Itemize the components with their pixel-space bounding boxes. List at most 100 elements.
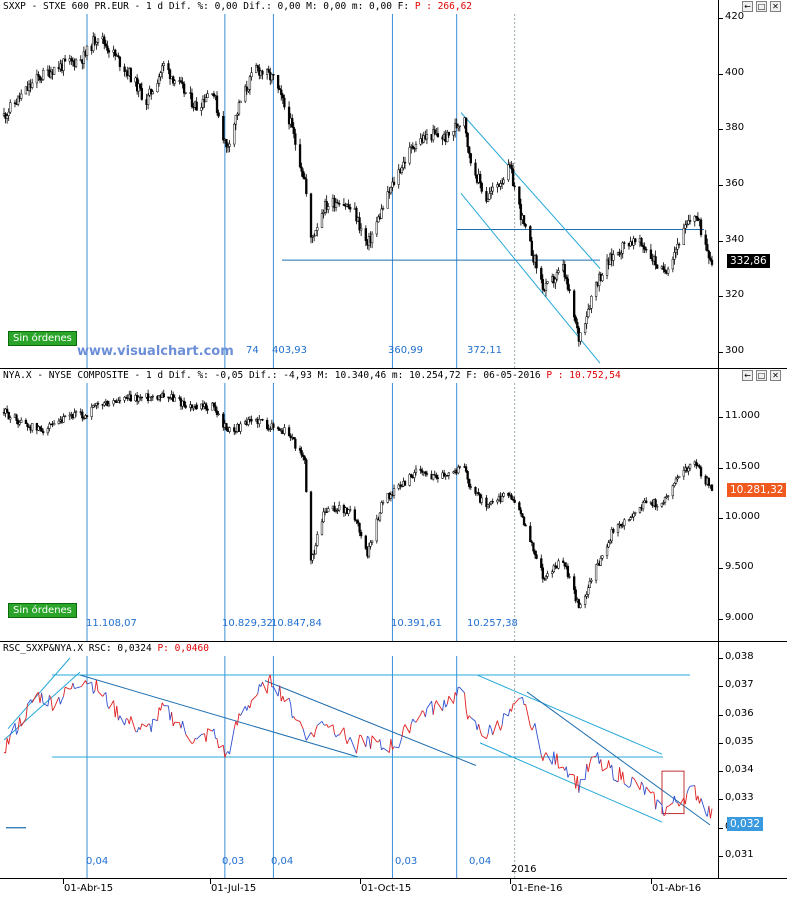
candle-body [321, 522, 323, 535]
rsc-line-segment [192, 743, 194, 744]
candle-body [393, 182, 395, 184]
candle-body [595, 565, 597, 580]
rsc-line-segment [251, 696, 256, 701]
rsc-line-segment [206, 729, 208, 742]
candle-body [183, 84, 185, 93]
rsc-line-segment [590, 757, 592, 763]
candle-body [323, 512, 325, 522]
candle-body [196, 405, 198, 409]
date-label: 01-Jul-15 [211, 883, 256, 894]
rsc-line-segment [230, 728, 235, 754]
y-tick-mark [719, 715, 723, 716]
candle-body [497, 500, 499, 502]
candle-body [163, 63, 165, 65]
rsc-line-segment [237, 714, 239, 726]
chart-sxxp[interactable] [0, 0, 787, 368]
candle-body [551, 572, 553, 574]
candle-body [459, 466, 461, 467]
candle-body [215, 406, 217, 411]
rsc-line-segment [347, 740, 349, 744]
candle-body [520, 510, 522, 514]
candle-body [645, 501, 647, 503]
candle-body [96, 42, 98, 44]
rsc-line-segment [324, 724, 326, 725]
candle-body [114, 50, 116, 56]
candle-body [238, 103, 240, 114]
rsc-line-segment [609, 760, 611, 768]
candle-body [457, 467, 459, 473]
candle-body [426, 474, 428, 475]
rsc-line-segment [624, 784, 629, 788]
sin-ordenes-button[interactable]: Sin órdenes [8, 603, 77, 618]
marker-label: 403,93 [272, 345, 307, 356]
candle-body [305, 179, 307, 194]
candle-body [465, 467, 467, 472]
candle-body [97, 39, 99, 42]
candle-body [233, 124, 235, 144]
marker-label: 0,04 [469, 856, 491, 867]
candle-body [226, 139, 228, 147]
rsc-line-segment [158, 708, 160, 721]
rsc-line-segment [381, 748, 383, 750]
candle-body [229, 144, 231, 146]
rsc-line-segment [190, 742, 192, 744]
candle-body [130, 395, 132, 401]
rsc-line-segment [400, 737, 402, 743]
candle-body [74, 413, 76, 418]
rsc-line-segment [95, 680, 97, 691]
y-tick-mark [719, 74, 723, 75]
rsc-line-segment [454, 692, 456, 703]
candle-body [514, 500, 516, 503]
rsc-line-segment [427, 701, 432, 708]
candle-body [672, 259, 674, 269]
rsc-line-segment [241, 706, 246, 715]
candle-body [410, 475, 412, 477]
marker-label: 0,04 [271, 856, 293, 867]
rsc-line-segment [522, 697, 524, 705]
candle-body [139, 84, 141, 89]
rsc-line-segment [421, 711, 423, 715]
y-tick-mark [719, 799, 723, 800]
candle-body [205, 404, 207, 409]
candle-body [404, 481, 406, 485]
rsc-line-segment [422, 711, 424, 713]
candle-body [678, 244, 680, 245]
candle-body [376, 519, 378, 541]
candle-body [158, 77, 160, 84]
candle-body [708, 478, 710, 485]
candle-body [273, 74, 275, 75]
rsc-line-segment [314, 730, 316, 737]
candle-body [130, 68, 132, 81]
rsc-line-segment [602, 768, 607, 771]
sin-ordenes-button[interactable]: Sin órdenes [8, 331, 77, 346]
y-tick-label: 0,037 [725, 679, 754, 690]
candle-body [542, 568, 544, 579]
candle-body [191, 93, 193, 107]
candle-body [507, 165, 509, 180]
chart-nya[interactable] [0, 369, 787, 641]
candle-body [512, 169, 514, 186]
rsc-line-segment [114, 701, 116, 718]
rsc-line-segment [482, 736, 487, 739]
chart-rsc[interactable] [0, 642, 787, 878]
rsc-line-segment [317, 721, 322, 725]
rsc-line-segment [168, 706, 170, 720]
candle-body [38, 74, 40, 76]
candle-body [294, 439, 296, 448]
rsc-line-segment [311, 732, 313, 735]
rsc-line-segment [147, 724, 149, 727]
candle-body [334, 506, 336, 511]
candle-body [468, 479, 470, 486]
candle-body [20, 420, 22, 422]
candle-body [623, 520, 625, 526]
candle-body [623, 243, 625, 244]
candle-body [160, 73, 162, 77]
candle-body [16, 415, 18, 421]
candle-body [304, 177, 306, 179]
rsc-line-segment [488, 725, 490, 734]
candle-body [580, 333, 582, 342]
candle-body [567, 566, 569, 576]
candle-body [310, 194, 312, 238]
rsc-line-segment [302, 725, 304, 729]
